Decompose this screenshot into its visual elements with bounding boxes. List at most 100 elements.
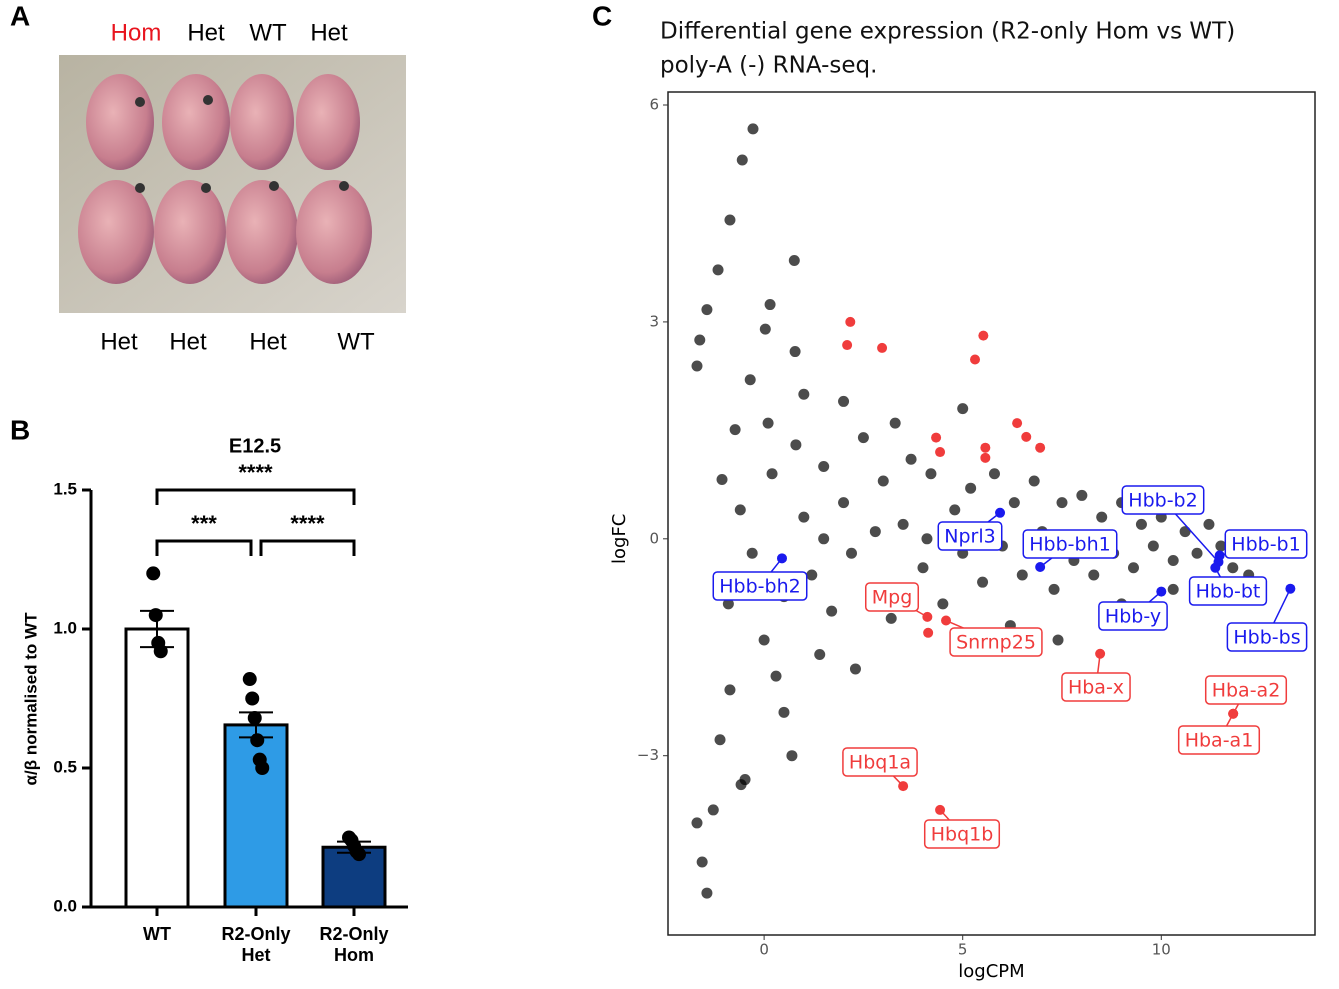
gene-point xyxy=(691,360,703,372)
gene-point xyxy=(885,612,897,624)
gene-point xyxy=(818,461,830,473)
gene-label: Hbb-bs xyxy=(1226,622,1308,652)
gene-point xyxy=(806,569,818,581)
gene-label: Hbb-b1 xyxy=(1224,529,1308,559)
bar xyxy=(223,723,289,909)
gene-label-box xyxy=(842,747,918,777)
gene-point xyxy=(707,804,719,816)
gene-point xyxy=(786,750,798,762)
gene-point xyxy=(701,304,713,316)
data-point xyxy=(153,644,168,659)
data-point xyxy=(250,733,265,748)
gene-label: Hbb-y xyxy=(1098,601,1168,631)
gene-label-box xyxy=(1022,529,1118,559)
embryo-photo xyxy=(59,55,406,313)
gene-point xyxy=(842,340,853,351)
gene-label: Hbb-bh2 xyxy=(712,571,808,601)
gene-label: Mpg xyxy=(864,582,920,612)
gene-point xyxy=(977,576,989,588)
gene-point xyxy=(1048,583,1060,595)
gene-point xyxy=(897,518,909,530)
gene-point xyxy=(1096,511,1108,523)
gene-point xyxy=(1088,569,1100,581)
gene-point xyxy=(734,504,746,516)
gene-label-text: Hbb-bs xyxy=(1233,627,1300,649)
gene-point xyxy=(931,432,942,443)
gene-point xyxy=(980,452,991,463)
y-axis-label: logFC xyxy=(609,514,630,564)
gene-point xyxy=(988,468,1000,480)
gene-point xyxy=(736,154,748,166)
gene-point xyxy=(764,299,776,311)
chart-title: Differential gene expression (R2-only Ho… xyxy=(660,19,1235,45)
gene-point xyxy=(1191,547,1203,559)
y-axis-label: α/β normalised to WT xyxy=(21,612,40,786)
genotype-label: WT xyxy=(249,19,287,46)
gene-label: Snrnp25 xyxy=(949,627,1043,657)
gene-point xyxy=(1056,497,1068,509)
genotype-label: Het xyxy=(100,328,138,355)
gene-point xyxy=(838,497,850,509)
y-tick-label: 3 xyxy=(649,312,659,330)
gene-point xyxy=(965,482,977,494)
bar xyxy=(124,627,190,909)
gene-point xyxy=(798,511,810,523)
x-tick-label: 10 xyxy=(1152,941,1171,959)
data-point xyxy=(255,761,270,775)
data-point xyxy=(352,847,366,862)
gene-label-text: Hbb-bh1 xyxy=(1029,534,1110,556)
gene-label-box xyxy=(923,819,1001,849)
gene-point xyxy=(889,417,901,429)
gene-label-box xyxy=(1204,675,1288,705)
gene-label-box xyxy=(712,571,808,601)
gene-point xyxy=(877,475,889,487)
x-tick-label: R2-Only Het xyxy=(221,924,291,965)
gene-label: Hbb-bt xyxy=(1188,576,1268,606)
gene-point xyxy=(712,264,724,276)
gene-point xyxy=(1167,554,1179,566)
gene-point xyxy=(917,562,929,574)
gene-point xyxy=(746,547,758,559)
genotype-label: Hom xyxy=(111,19,162,46)
gene-point xyxy=(694,334,706,346)
gene-point xyxy=(1127,562,1139,574)
gene-point xyxy=(790,439,802,451)
gene-point xyxy=(869,526,881,538)
gene-point xyxy=(744,374,756,386)
gene-point xyxy=(838,395,850,407)
gene-point xyxy=(1012,418,1023,429)
gene-point xyxy=(1147,540,1159,552)
gene-label-box xyxy=(1121,485,1205,515)
gene-point xyxy=(1179,526,1191,538)
gene-point xyxy=(696,856,708,868)
gene-label: Hbb-b2 xyxy=(1121,485,1205,515)
gene-point xyxy=(905,453,917,465)
x-tick-label: R2-Only Hom xyxy=(319,924,389,965)
gene-label-box xyxy=(1188,576,1268,606)
gene-point xyxy=(701,887,713,899)
gene-label: Hbq1b xyxy=(923,819,1001,849)
gene-point xyxy=(1021,431,1032,442)
gene-label-box xyxy=(864,582,920,612)
gene-point xyxy=(1135,518,1147,530)
gene-label: Hbb-bh1 xyxy=(1022,529,1118,559)
gene-label-box xyxy=(1098,601,1168,631)
gene-label-text: Hbb-bt xyxy=(1196,581,1261,603)
x-axis-label: logCPM xyxy=(958,961,1024,982)
gene-point xyxy=(788,254,800,266)
gene-point xyxy=(1016,569,1028,581)
gene-label: Hba-a2 xyxy=(1204,675,1288,705)
gene-point xyxy=(877,342,888,353)
gene-label-box xyxy=(1177,725,1261,755)
gene-point xyxy=(826,605,838,617)
gene-point xyxy=(798,388,810,400)
gene-point xyxy=(722,598,734,610)
y-tick-label: 0.0 xyxy=(53,896,77,915)
gene-point xyxy=(845,547,857,559)
gene-point xyxy=(818,533,830,545)
gene-label-box xyxy=(1061,672,1131,702)
gene-point xyxy=(758,634,770,646)
gene-point xyxy=(1028,475,1040,487)
gene-label: Hbq1a xyxy=(842,747,918,777)
